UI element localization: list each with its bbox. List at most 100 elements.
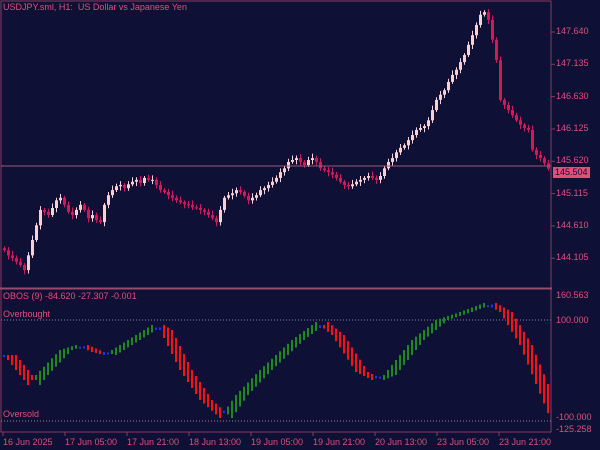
symbol-description: US Dollar vs Japanese Yen: [77, 2, 187, 12]
candle-body: [27, 255, 30, 271]
price-tick-label: 146.125: [556, 122, 589, 133]
candle-body: [339, 177, 342, 182]
candle-body: [143, 177, 146, 184]
obos-bar: [279, 351, 281, 363]
obos-bar: [467, 309, 469, 314]
candle-body: [239, 190, 242, 192]
obos-bar: [239, 390, 241, 407]
price-tick-label: 146.630: [556, 90, 589, 101]
candle-body: [491, 19, 494, 40]
obos-bar: [547, 383, 549, 414]
obos-bar: [51, 358, 53, 371]
obos-bar: [123, 342, 125, 350]
obos-bar: [23, 364, 25, 380]
candle-body: [391, 158, 394, 162]
candle-body: [111, 190, 114, 196]
candle-body: [407, 140, 410, 146]
obos-bar: [535, 354, 537, 384]
obos-bar: [471, 307, 473, 313]
obos-bar: [307, 328, 309, 338]
candle-body: [311, 158, 314, 160]
obos-bar: [91, 346, 93, 353]
candle-body: [319, 161, 322, 169]
candle-body: [31, 240, 34, 256]
obos-bar: [235, 394, 237, 413]
obos-bar: [275, 354, 277, 367]
obos-bar: [283, 347, 285, 359]
candle-body: [527, 128, 530, 130]
candle-body: [295, 158, 298, 160]
obos-bar: [503, 307, 505, 319]
obos-bar: [175, 337, 177, 362]
obos-bar: [515, 318, 517, 339]
candle-body: [199, 208, 202, 210]
candle-body: [227, 195, 230, 198]
candle-body: [119, 184, 122, 187]
candle-body: [427, 120, 430, 127]
obos-bar: [403, 349, 405, 365]
obos-bar: [35, 374, 37, 380]
candle-body: [91, 215, 94, 219]
candle-body: [19, 261, 22, 265]
candle-body: [411, 135, 414, 141]
candle-body: [351, 184, 354, 187]
candle-body: [507, 104, 510, 111]
candle-body: [403, 145, 406, 148]
obos-bar: [127, 339, 129, 348]
obos-bar: [491, 304, 493, 308]
obos-bar: [407, 344, 409, 360]
obos-bar: [475, 305, 477, 311]
obos-bar: [195, 375, 197, 394]
candle-body: [171, 195, 174, 198]
candle-body: [115, 186, 118, 191]
obos-bar: [391, 364, 393, 377]
obos-histogram: [3, 302, 549, 419]
obos-bar: [527, 338, 529, 365]
obos-bar: [379, 376, 381, 379]
candle-body: [515, 115, 518, 121]
candle-body: [399, 147, 402, 153]
candle-body: [291, 160, 294, 162]
obos-bar: [179, 345, 181, 370]
candle-body: [383, 168, 386, 176]
obos-bar: [211, 399, 213, 411]
obos-bar: [115, 347, 117, 355]
time-tick-label: 23 Jun 05:00: [437, 437, 490, 447]
obos-bar: [371, 374, 373, 380]
obos-bar: [451, 314, 453, 319]
candle-body: [375, 177, 378, 180]
candle-body: [51, 208, 54, 216]
obos-bar: [155, 327, 157, 330]
overbought-label: Overbought: [3, 309, 51, 319]
candle-body: [159, 184, 162, 191]
obos-bar: [419, 333, 421, 345]
obos-bar: [251, 378, 253, 391]
time-tick-label: 20 Jun 13:00: [375, 437, 428, 447]
obos-bar: [231, 400, 233, 419]
candle-body: [135, 179, 138, 182]
candle-body: [335, 174, 338, 178]
obos-bar: [143, 329, 145, 338]
price-tick-label: 147.135: [556, 58, 589, 69]
candle-body: [263, 188, 266, 191]
candle-body: [167, 192, 170, 196]
obos-bar: [191, 369, 193, 388]
obos-bar: [19, 359, 21, 375]
obos-bar: [87, 344, 89, 351]
candle-body: [503, 99, 506, 105]
obos-bar: [151, 324, 153, 333]
obos-bar: [347, 341, 349, 360]
obos-bar: [511, 312, 513, 332]
obos-bar: [255, 374, 257, 387]
obos-bar: [135, 334, 137, 343]
obos-bar: [291, 339, 293, 352]
obos-bar: [351, 347, 353, 366]
obos-bar: [519, 325, 521, 345]
candle-body: [487, 12, 490, 20]
candle-body: [275, 177, 278, 182]
obos-bar: [331, 325, 333, 335]
candle-body: [243, 192, 246, 196]
last-price-label: 145.504: [553, 167, 590, 178]
